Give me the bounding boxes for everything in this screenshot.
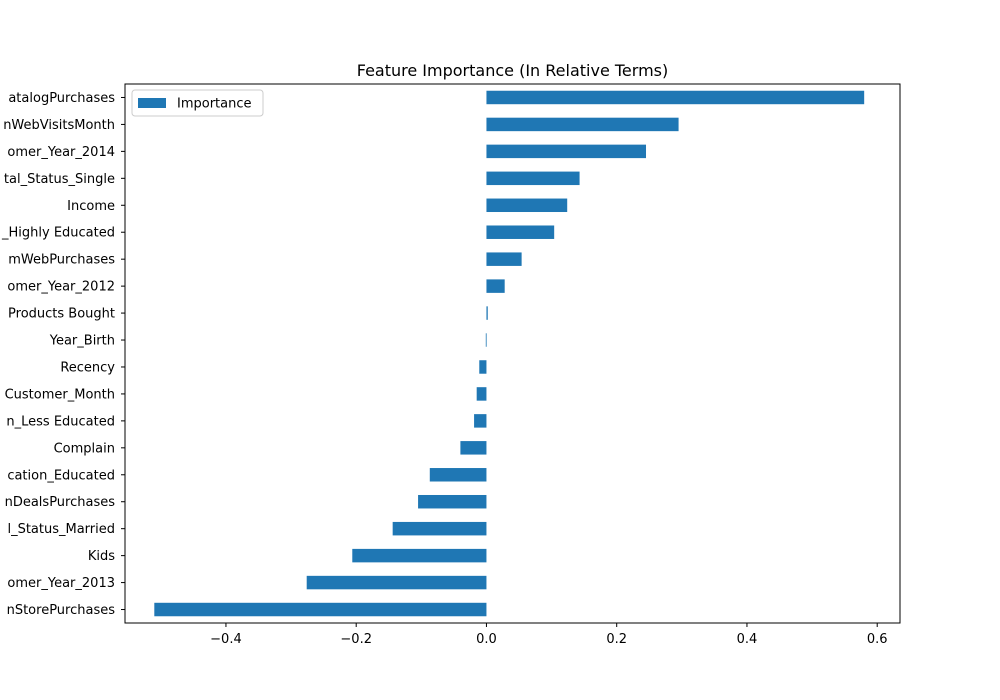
y-tick-label: n_Less Educated bbox=[6, 414, 115, 429]
bar bbox=[486, 144, 647, 159]
bar bbox=[476, 387, 487, 401]
y-tick-label: nWebVisitsMonth bbox=[3, 118, 115, 133]
y-tick-label: Customer_Month bbox=[5, 387, 115, 402]
y-tick-label: Complain bbox=[54, 441, 115, 456]
bar bbox=[486, 279, 505, 293]
legend-label: Importance bbox=[177, 97, 252, 112]
y-ticks-group: atalogPurchases nWebVisitsMonth omer_Year_… bbox=[1, 91, 125, 618]
bar bbox=[486, 198, 568, 213]
x-tick-label: 0.2 bbox=[606, 632, 627, 647]
bar bbox=[392, 521, 487, 536]
y-tick-label: l_Status_Married bbox=[7, 522, 115, 537]
bar bbox=[479, 360, 487, 374]
x-tick-label: 0.0 bbox=[476, 632, 497, 647]
bar bbox=[418, 494, 487, 509]
y-tick-label: _Highly Educated bbox=[1, 226, 115, 241]
y-tick-label: Products Bought bbox=[8, 307, 115, 322]
bar bbox=[429, 468, 487, 482]
bar bbox=[486, 117, 679, 132]
y-tick-label: tal_Status_Single bbox=[4, 172, 115, 187]
y-tick-label: omer_Year_2012 bbox=[7, 280, 115, 295]
bar bbox=[486, 306, 488, 320]
y-tick-label: nStorePurchases bbox=[7, 603, 116, 618]
legend-swatch bbox=[138, 98, 166, 108]
x-tick-label: −0.2 bbox=[340, 632, 372, 647]
legend: Importance bbox=[131, 89, 264, 117]
bar bbox=[486, 252, 522, 266]
bar bbox=[486, 90, 865, 105]
bar bbox=[306, 575, 487, 590]
y-tick-label: omer_Year_2014 bbox=[7, 145, 115, 160]
bar bbox=[485, 333, 487, 347]
chart-title: Feature Importance (In Relative Terms) bbox=[357, 61, 668, 80]
bar bbox=[486, 225, 555, 239]
x-tick-label: −0.4 bbox=[210, 632, 242, 647]
x-tick-label: 0.6 bbox=[867, 632, 888, 647]
y-tick-label: nDealsPurchases bbox=[5, 495, 116, 510]
y-tick-label: atalogPurchases bbox=[8, 91, 115, 106]
y-tick-label: cation_Educated bbox=[7, 468, 115, 483]
y-tick-label: mWebPurchases bbox=[8, 253, 115, 268]
bar bbox=[474, 414, 487, 428]
x-tick-label: 0.4 bbox=[737, 632, 758, 647]
bars-group bbox=[154, 90, 865, 617]
y-tick-label: Recency bbox=[60, 360, 115, 375]
bar bbox=[154, 602, 487, 617]
x-ticks-group: −0.4 −0.2 0.0 0.2 0.4 0.6 bbox=[210, 623, 888, 647]
bar bbox=[486, 171, 580, 186]
y-tick-label: Year_Birth bbox=[49, 334, 115, 349]
y-tick-label: Kids bbox=[88, 549, 115, 564]
legend-box bbox=[131, 89, 264, 117]
y-tick-label: Income bbox=[67, 199, 115, 214]
plot-frame bbox=[124, 83, 901, 624]
y-tick-label: omer_Year_2013 bbox=[7, 576, 115, 591]
bar bbox=[460, 441, 487, 455]
bar bbox=[352, 548, 487, 563]
